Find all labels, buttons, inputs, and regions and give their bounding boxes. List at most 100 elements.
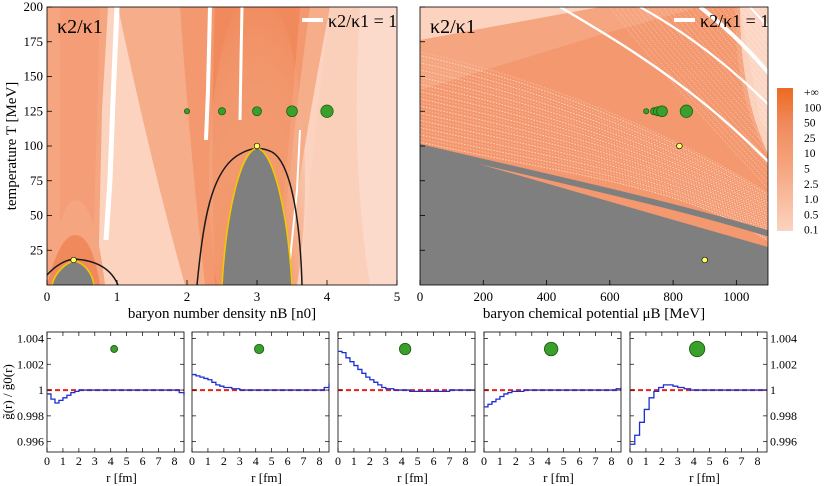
ratio-xtick-label: 4 [399, 454, 405, 468]
mu-unity-line-3 [698, 7, 768, 76]
ratio-series-n=2.0 [47, 389, 185, 404]
density-gray-region-big [222, 148, 292, 285]
density-marker [183, 108, 190, 115]
density-xtick-label: 1 [114, 289, 121, 304]
ratio-xtick-label: 7 [447, 454, 453, 468]
ratio-ytick-label: 1.004 [770, 331, 797, 345]
colorbar-label: 10 [804, 148, 816, 160]
ratio-xtick-label: 0 [44, 454, 50, 468]
ratio-xtick-label: 4 [691, 454, 697, 468]
mu-fan-line [420, 123, 768, 233]
density-ytick-label: 150 [24, 69, 44, 84]
ratio-xtick-label: 7 [593, 454, 599, 468]
density-xlabel: baryon number density nB [n0] [128, 306, 316, 322]
ratio-xtick-label: 0 [481, 454, 487, 468]
mu-fan-lines [420, 7, 768, 242]
ratio-panel: 0 1 2 3 4 5 6 7 8 r [fm] [481, 331, 622, 485]
ratio-series-n=3.5 [484, 387, 622, 408]
ratio-panel: 0 1 2 3 4 5 6 7 8 r [fm] [189, 331, 330, 485]
ratio-xtick-label: 6 [577, 454, 583, 468]
mu-fan-line [420, 130, 768, 237]
mu-fan-line [420, 91, 768, 216]
ratio-xtick-label: 0 [189, 454, 195, 468]
mu-fan-line [420, 87, 768, 214]
colorbar-label: 50 [804, 118, 816, 130]
colorbar-label: 5 [804, 164, 810, 176]
mu-fan-line [758, 7, 768, 21]
density-title: κ2/κ1 [57, 16, 103, 38]
mu-critical-point [701, 256, 708, 264]
colorbar: +∞ 100 50 25 10 5 2.5 1.0 0.5 0.1 [777, 87, 822, 237]
panel-density: 0 1 2 3 4 5 25 50 75 100 125 150 175 200 κ2/κ1 κ2/κ1 … [4, 0, 400, 322]
mu-unity-line-1 [559, 7, 768, 164]
ratio-xtick-label: 7 [301, 454, 307, 468]
mu-fan-line [420, 51, 768, 194]
density-marker [217, 107, 226, 116]
ratio-xtick-label: 5 [415, 454, 421, 468]
density-unity-line-2 [204, 7, 212, 141]
ratio-xtick-label: 5 [707, 454, 713, 468]
density-gray-region-small [52, 261, 94, 285]
ratio-ytick-label: 1 [770, 383, 776, 397]
ratio-xtick-label: 6 [140, 454, 146, 468]
density-marker [252, 106, 262, 117]
mu-xlabel: baryon chemical potential μB [MeV] [483, 306, 705, 322]
ratio-ytick-label: 0.996 [770, 435, 797, 449]
mu-fan-line [420, 137, 768, 240]
density-ytick-label: 75 [30, 173, 43, 188]
mu-fan-line [420, 141, 768, 242]
density-ytick-label: 175 [24, 34, 44, 49]
ratio-xtick-label: 2 [659, 454, 665, 468]
density-ytick-label: 125 [24, 103, 44, 118]
ratio-xlabel: r [fm] [689, 470, 720, 485]
density-xtick-label: 4 [324, 289, 331, 304]
mu-fan-line [420, 105, 768, 224]
ratio-xtick-label: 3 [529, 454, 535, 468]
density-ytick-label: 200 [24, 0, 44, 14]
density-critical-point [253, 142, 261, 150]
mu-fan-line [420, 80, 768, 210]
mu-fan-line [420, 127, 768, 235]
density-critical-points [70, 142, 261, 264]
ratio-xlabel: r [fm] [106, 470, 137, 485]
mu-legend-label: κ2/κ1 = 1 [700, 11, 769, 31]
mu-xtick-label: 400 [537, 289, 557, 304]
ratio-ytick-label: 1.004 [17, 331, 44, 345]
mu-title: κ2/κ1 [430, 16, 476, 38]
ratio-ytick-label: 1.002 [17, 357, 44, 371]
mu-fan-line [420, 116, 768, 229]
ratio-xtick-label: 3 [92, 454, 98, 468]
ratio-ytick-label: 0.998 [17, 409, 44, 423]
ratio-xtick-label: 3 [675, 454, 681, 468]
density-critical-point [70, 256, 77, 264]
mu-gray-region [420, 147, 768, 285]
ratio-series-n=4.0 [630, 384, 767, 445]
ratio-xtick-label: 8 [608, 454, 614, 468]
ratio-panel: 0 1 2 3 4 5 6 7 8 r [fm] [335, 331, 476, 485]
density-ytick-label: 50 [30, 208, 43, 223]
ratio-xtick-label: 2 [221, 454, 227, 468]
density-xtick-label: 2 [184, 289, 191, 304]
ratio-frame [629, 331, 768, 453]
density-marker [286, 105, 298, 118]
mu-xtick-label: 200 [474, 289, 494, 304]
ratio-series-n=2.5 [192, 373, 330, 391]
mu-fan-line [420, 98, 768, 220]
ratio-xlabel: r [fm] [251, 470, 282, 485]
ratio-xtick-label: 7 [739, 454, 745, 468]
ratio-xtick-label: 2 [76, 454, 82, 468]
ratio-xtick-label: 8 [316, 454, 322, 468]
colorbar-label: 2.5 [804, 179, 819, 191]
ratio-series-n=3.0 [338, 350, 475, 393]
colorbar-label: 0.5 [804, 209, 819, 221]
ratio-ytick-label: 1.002 [770, 357, 797, 371]
ratio-xtick-label: 1 [497, 454, 503, 468]
ratio-xtick-label: 1 [643, 454, 649, 468]
mu-coexistence [823, 146, 830, 285]
mu-xtick-label: 800 [663, 289, 683, 304]
ratio-marker [254, 343, 265, 355]
mu-critical-points [676, 142, 708, 264]
ratio-xtick-label: 1 [351, 454, 357, 468]
ratio-xtick-label: 0 [335, 454, 341, 468]
